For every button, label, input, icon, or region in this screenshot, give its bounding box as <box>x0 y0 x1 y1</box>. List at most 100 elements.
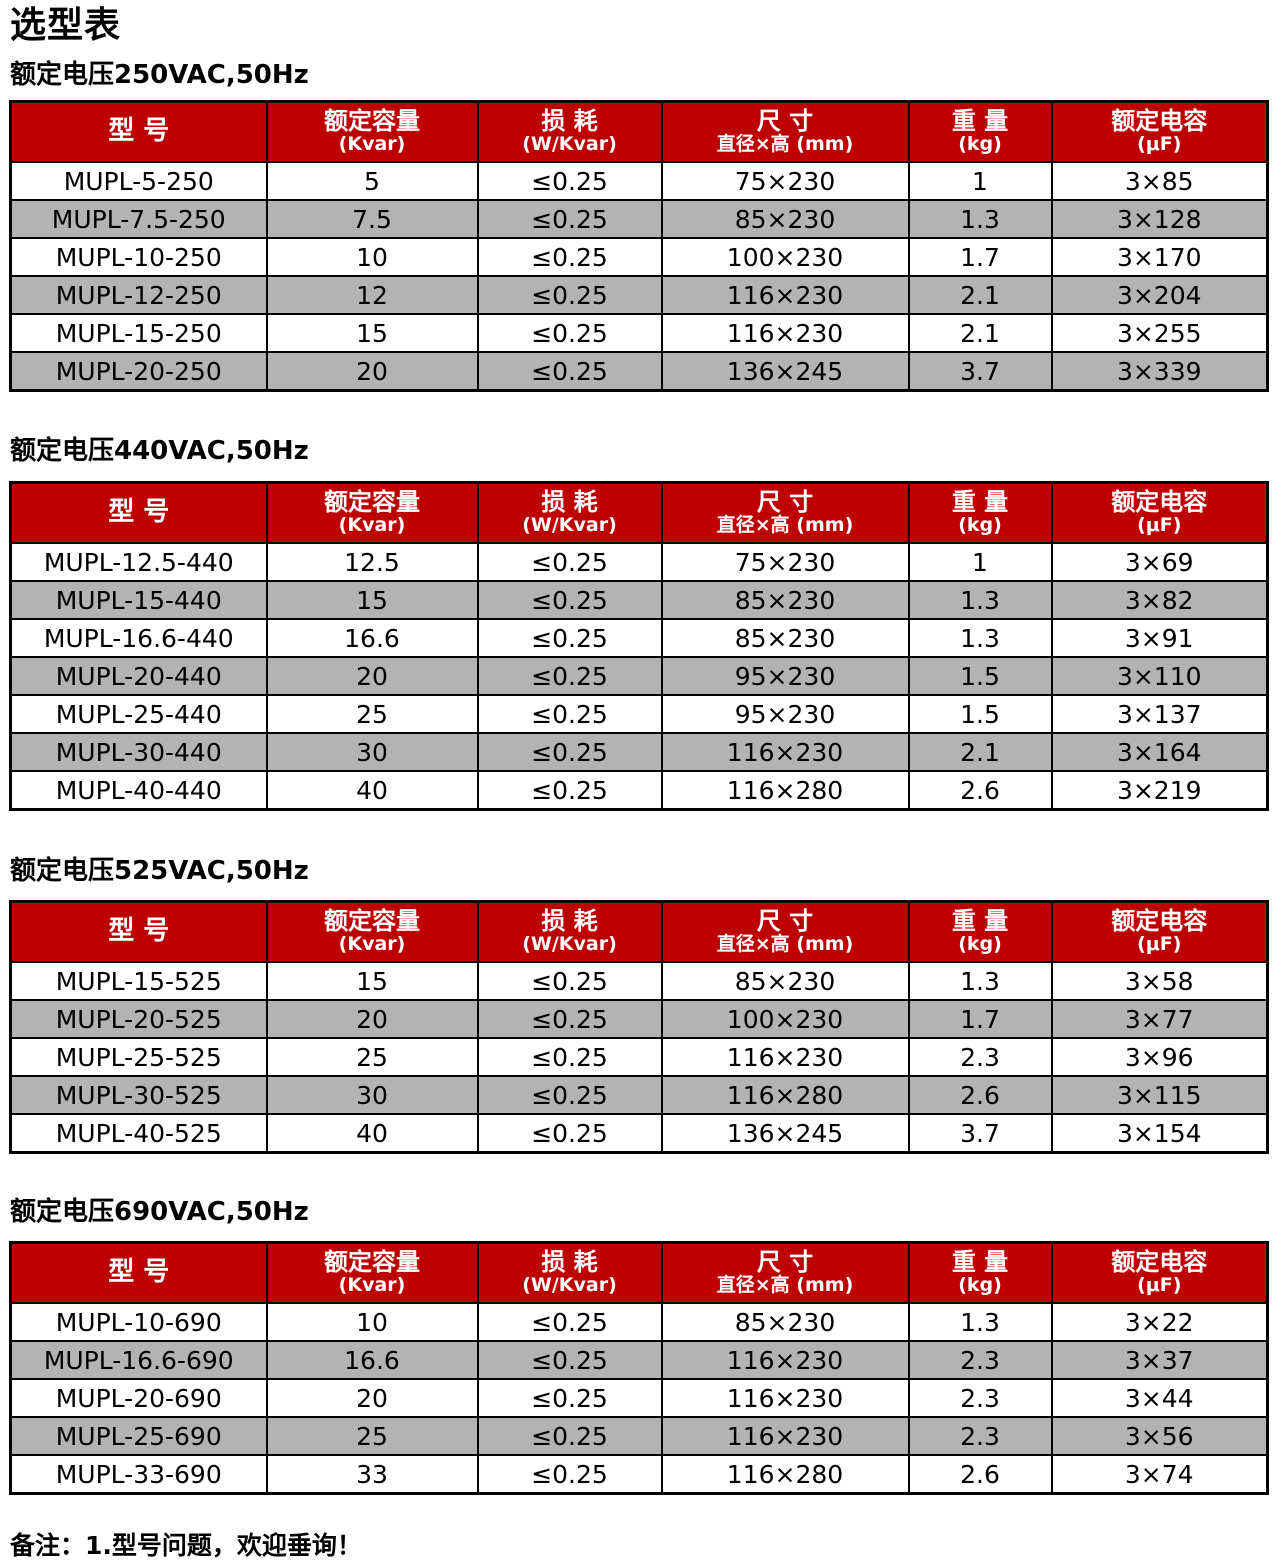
table-cell: ≤0.25 <box>476 1113 663 1154</box>
table-row: MUPL-30-525 30 ≤0.25 116×280 2.6 3×115 <box>9 1075 1269 1115</box>
table-cell: ≤0.25 <box>476 656 663 696</box>
table-row: MUPL-25-525 25 ≤0.25 116×230 2.3 3×96 <box>9 1037 1269 1077</box>
table-cell: ≤0.25 <box>476 1340 663 1380</box>
table-row: MUPL-10-690 10 ≤0.25 85×230 1.3 3×22 <box>9 1302 1269 1342</box>
table-cell: MUPL-20-525 <box>9 999 268 1039</box>
table-cell: 10 <box>265 237 479 277</box>
table-cell: 116×230 <box>660 275 910 315</box>
table-cell: MUPL-40-525 <box>9 1113 268 1154</box>
column-header-unit: 直径×高 (mm) <box>716 513 854 536</box>
column-header-label: 损 耗 <box>541 907 598 936</box>
table-row: MUPL-33-690 33 ≤0.25 116×280 2.6 3×74 <box>9 1454 1269 1495</box>
column-header-label: 额定容量 <box>324 107 420 136</box>
table-cell: MUPL-12.5-440 <box>9 542 268 582</box>
table-cell: 136×245 <box>660 351 910 392</box>
table-cell: 116×280 <box>660 1075 910 1115</box>
table-cell: 7.5 <box>265 199 479 239</box>
table-cell: ≤0.25 <box>476 351 663 392</box>
table-cell: 25 <box>265 1037 479 1077</box>
column-header-unit: (Kvar) <box>338 932 406 955</box>
table-row: MUPL-15-525 15 ≤0.25 85×230 1.3 3×58 <box>9 961 1269 1001</box>
column-header-unit: (μF) <box>1137 132 1182 155</box>
column-header-unit: (μF) <box>1137 932 1182 955</box>
table-cell: 3×154 <box>1050 1113 1269 1154</box>
table-cell: 3×44 <box>1050 1378 1269 1418</box>
table-cell: 116×230 <box>660 1416 910 1456</box>
table-cell: 116×230 <box>660 732 910 772</box>
table-cell: 2.3 <box>907 1378 1053 1418</box>
table-cell: 116×230 <box>660 313 910 353</box>
table-cell: ≤0.25 <box>476 618 663 658</box>
column-header-unit: (Kvar) <box>338 513 406 536</box>
table-cell: 40 <box>265 1113 479 1154</box>
column-header-label: 额定电容 <box>1111 488 1208 517</box>
table-cell: 85×230 <box>660 618 910 658</box>
table-cell: 30 <box>265 1075 479 1115</box>
header-row: 型 号额定容量 (Kvar) 损 耗 (W/Kvar) 尺 寸直径×高 (mm) 重 量(… <box>9 900 1269 963</box>
column-header-label: 损 耗 <box>541 488 598 517</box>
table-cell: 5 <box>265 161 479 201</box>
column-header-label: 额定电容 <box>1111 907 1208 936</box>
column-header-label: 尺 寸 <box>756 907 814 936</box>
column-header: 重 量 (kg) <box>907 100 1053 163</box>
table-cell: 2.1 <box>907 275 1053 315</box>
table-cell: 16.6 <box>265 1340 479 1380</box>
table-cell: 3×69 <box>1050 542 1269 582</box>
spec-table: 型 号额定容量 (Kvar) 损 耗 (W/Kvar) 尺 寸直径×高 (mm) 重 量(… <box>9 100 1269 392</box>
table-cell: 3.7 <box>907 1113 1053 1154</box>
header-row: 型 号额定容量 (Kvar) 损 耗 (W/Kvar) 尺 寸直径×高 (mm) 重 量(… <box>9 100 1269 163</box>
table-cell: MUPL-15-525 <box>9 961 268 1001</box>
column-header-label: 重 量 <box>951 107 1009 136</box>
table-cell: 15 <box>265 961 479 1001</box>
spec-table: 型 号额定容量 (Kvar) 损 耗 (W/Kvar) 尺 寸直径×高 (mm) 重 量(… <box>9 900 1269 1154</box>
table-cell: 75×230 <box>660 161 910 201</box>
table-cell: 116×230 <box>660 1340 910 1380</box>
table-cell: 116×280 <box>660 1454 910 1495</box>
table-cell: ≤0.25 <box>476 1302 663 1342</box>
table-cell: 15 <box>265 580 479 620</box>
table-cell: 1 <box>907 542 1053 582</box>
table-cell: 100×230 <box>660 237 910 277</box>
column-header: 重 量 (kg) <box>907 900 1053 963</box>
table-cell: ≤0.25 <box>476 1075 663 1115</box>
table-cell: ≤0.25 <box>476 999 663 1039</box>
table-cell: MUPL-25-440 <box>9 694 268 734</box>
column-header-label: 重 量 <box>951 488 1009 517</box>
table-cell: ≤0.25 <box>476 199 663 239</box>
table-cell: 1 <box>907 161 1053 201</box>
section-title: 额定电压525VAC,50Hz <box>10 856 309 886</box>
table-cell: 3×96 <box>1050 1037 1269 1077</box>
table-cell: 3×204 <box>1050 275 1269 315</box>
table-cell: 3×74 <box>1050 1454 1269 1495</box>
table-cell: 20 <box>265 999 479 1039</box>
table-row: MUPL-40-440 40 ≤0.25 116×280 2.6 3×219 <box>9 770 1269 811</box>
column-header-label: 损 耗 <box>541 107 598 136</box>
column-header-unit: 直径×高 (mm) <box>716 1273 854 1296</box>
table-row: MUPL-16.6-440 16.6 ≤0.25 85×230 1.3 3×91 <box>9 618 1269 658</box>
table-cell: 85×230 <box>660 580 910 620</box>
table-cell: 1.3 <box>907 580 1053 620</box>
table-cell: 2.1 <box>907 313 1053 353</box>
table-cell: 3×37 <box>1050 1340 1269 1380</box>
table-cell: 2.6 <box>907 770 1053 811</box>
section-title: 额定电压440VAC,50Hz <box>10 436 309 466</box>
column-header: 型 号 <box>9 1241 268 1304</box>
column-header-label: 额定电容 <box>1111 107 1208 136</box>
table-cell: 25 <box>265 1416 479 1456</box>
table-row: MUPL-16.6-690 16.6 ≤0.25 116×230 2.3 3×37 <box>9 1340 1269 1380</box>
table-row: MUPL-15-250 15 ≤0.25 116×230 2.1 3×255 <box>9 313 1269 353</box>
table-cell: 2.3 <box>907 1037 1053 1077</box>
column-header: 重 量 (kg) <box>907 481 1053 544</box>
column-header-label: 额定容量 <box>324 907 420 936</box>
table-row: MUPL-15-440 15 ≤0.25 85×230 1.3 3×82 <box>9 580 1269 620</box>
column-header: 损 耗 (W/Kvar) <box>476 900 663 963</box>
column-header: 额定容量 (Kvar) <box>265 481 479 544</box>
column-header: 型 号 <box>9 481 268 544</box>
table-cell: ≤0.25 <box>476 313 663 353</box>
table-cell: 3.7 <box>907 351 1053 392</box>
table-cell: 3×56 <box>1050 1416 1269 1456</box>
table-cell: ≤0.25 <box>476 237 663 277</box>
column-header-unit: (kg) <box>958 1273 1002 1296</box>
table-cell: ≤0.25 <box>476 161 663 201</box>
table-row: MUPL-20-440 20 ≤0.25 95×230 1.5 3×110 <box>9 656 1269 696</box>
